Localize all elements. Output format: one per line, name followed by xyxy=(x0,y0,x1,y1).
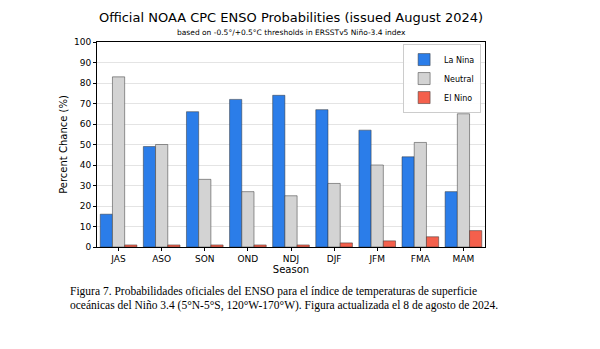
svg-text:MAM: MAM xyxy=(453,254,475,264)
svg-text:60: 60 xyxy=(80,119,92,129)
svg-text:100: 100 xyxy=(74,37,91,47)
svg-text:30: 30 xyxy=(80,181,92,191)
svg-text:40: 40 xyxy=(80,160,92,170)
svg-text:FMA: FMA xyxy=(411,254,431,264)
svg-text:50: 50 xyxy=(80,140,92,150)
svg-text:JAS: JAS xyxy=(110,254,126,264)
svg-text:based on -0.5°/+0.5°C threshol: based on -0.5°/+0.5°C thresholds in ERSS… xyxy=(177,28,406,37)
svg-text:Official NOAA CPC ENSO Probabi: Official NOAA CPC ENSO Probabilities (is… xyxy=(99,10,483,25)
svg-text:JFM: JFM xyxy=(368,254,385,264)
svg-text:OND: OND xyxy=(238,254,259,264)
svg-text:NDJ: NDJ xyxy=(283,254,299,264)
svg-text:Season: Season xyxy=(273,264,309,275)
svg-text:90: 90 xyxy=(80,58,92,68)
svg-text:SON: SON xyxy=(195,254,215,264)
html-text:Figura 7. Probabilidades ofici: Figura 7. Probabilidades oficiales del E… xyxy=(70,285,499,311)
svg-text:20: 20 xyxy=(80,201,92,211)
svg-text:0: 0 xyxy=(85,242,91,252)
svg-text:Percent Chance (%): Percent Chance (%) xyxy=(58,95,69,194)
svg-text:DJF: DJF xyxy=(327,254,342,264)
svg-text:La Nina: La Nina xyxy=(444,56,474,65)
svg-text:70: 70 xyxy=(80,99,92,109)
svg-text:ASO: ASO xyxy=(152,254,171,264)
svg-text:80: 80 xyxy=(80,78,92,88)
svg-text:Neutral: Neutral xyxy=(444,75,474,84)
svg-text:El Nino: El Nino xyxy=(444,94,472,103)
svg-text:10: 10 xyxy=(80,222,92,232)
